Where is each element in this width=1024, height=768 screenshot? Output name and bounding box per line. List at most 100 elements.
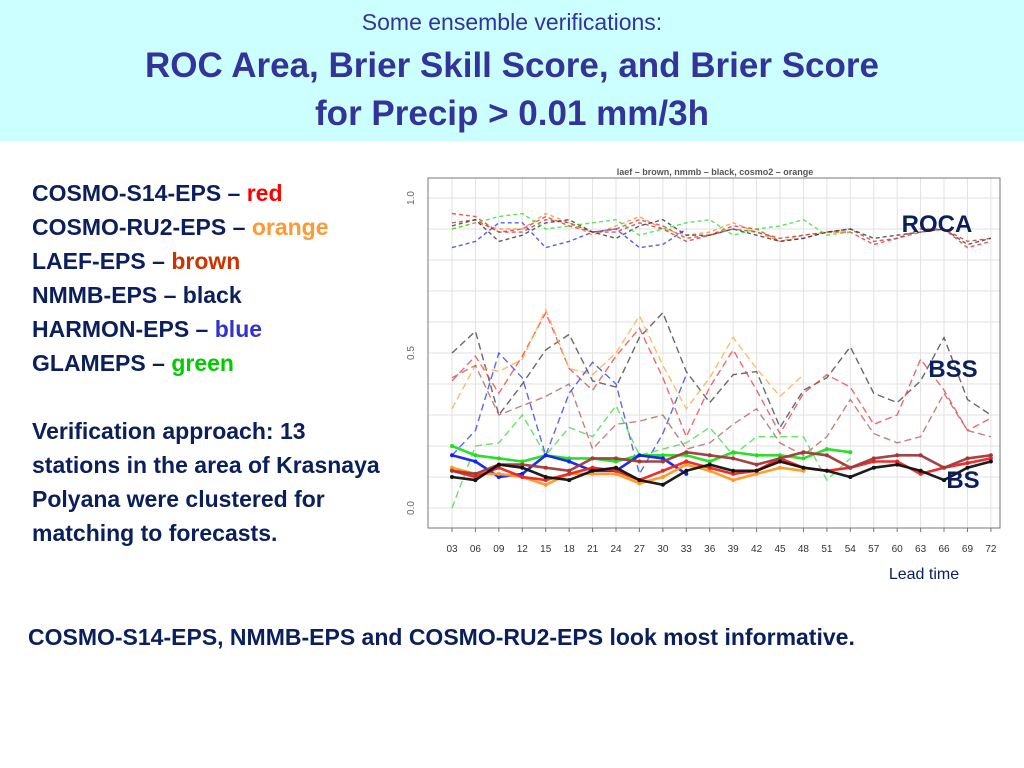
legend-model-name: NMMB-EPS – bbox=[32, 282, 183, 308]
data-point bbox=[473, 478, 478, 483]
legend-item: COSMO-S14-EPS – red bbox=[32, 176, 329, 210]
data-point bbox=[590, 471, 595, 476]
x-tick-label: 39 bbox=[728, 544, 740, 555]
x-tick-label: 51 bbox=[821, 544, 833, 555]
x-tick-label: 33 bbox=[681, 544, 693, 555]
slide-title-line2: for Precip > 0.01 mm/3h bbox=[315, 94, 709, 133]
data-point bbox=[871, 456, 876, 461]
data-point bbox=[871, 459, 876, 464]
data-point bbox=[590, 456, 595, 461]
data-point bbox=[637, 453, 642, 458]
series-line bbox=[451, 444, 851, 463]
data-point bbox=[707, 462, 712, 467]
data-point bbox=[801, 465, 806, 470]
y-tick-label: 1.0 bbox=[406, 191, 417, 205]
data-point bbox=[473, 453, 478, 458]
data-point bbox=[450, 468, 454, 473]
x-tick-label: 24 bbox=[610, 544, 622, 555]
data-point bbox=[520, 465, 525, 470]
legend-color-name: red bbox=[246, 180, 283, 206]
data-point bbox=[637, 459, 642, 464]
legend-model-name: COSMO-S14-EPS – bbox=[32, 180, 247, 206]
annotation-bss: BSS bbox=[928, 356, 977, 383]
data-point bbox=[707, 459, 712, 464]
data-point bbox=[450, 444, 454, 448]
data-point bbox=[473, 471, 478, 476]
data-point bbox=[801, 450, 806, 455]
data-point bbox=[520, 459, 525, 464]
data-point bbox=[918, 453, 923, 458]
legend-color-name: green bbox=[171, 350, 234, 376]
x-tick-label: 09 bbox=[493, 544, 505, 555]
x-tick-label: 42 bbox=[751, 544, 763, 555]
data-point bbox=[450, 475, 454, 479]
slide-subtitle: Some ensemble verifications: bbox=[361, 9, 663, 35]
data-point bbox=[684, 450, 689, 455]
legend-item: NMMB-EPS – black bbox=[32, 278, 329, 312]
data-point bbox=[988, 453, 993, 458]
data-point bbox=[684, 468, 689, 473]
data-point bbox=[614, 468, 619, 473]
data-point bbox=[942, 465, 947, 470]
data-point bbox=[824, 468, 829, 473]
data-point bbox=[965, 456, 970, 461]
data-point bbox=[567, 468, 572, 473]
x-tick-label: 45 bbox=[774, 544, 786, 555]
data-point bbox=[824, 453, 829, 458]
data-point bbox=[496, 456, 501, 461]
y-tick-label: 0.5 bbox=[406, 346, 417, 360]
data-point bbox=[660, 459, 665, 464]
legend-model-name: HARMON-EPS – bbox=[32, 316, 215, 342]
x-tick-label: 57 bbox=[868, 544, 880, 555]
data-point bbox=[918, 468, 923, 473]
legend-model-name: GLAMEPS – bbox=[32, 350, 172, 376]
data-point bbox=[473, 459, 478, 464]
data-point bbox=[895, 462, 900, 467]
x-tick-label: 03 bbox=[446, 544, 458, 555]
verification-approach-text: Verification approach: 13 stations in th… bbox=[32, 418, 380, 546]
title-bar: Some ensemble verifications: ROC Area, B… bbox=[0, 0, 1024, 141]
series-line bbox=[451, 404, 851, 509]
data-point bbox=[778, 465, 783, 470]
data-point bbox=[520, 471, 525, 476]
x-tick-label: 30 bbox=[657, 544, 669, 555]
x-tick-label: 48 bbox=[798, 544, 810, 555]
x-tick-label: 15 bbox=[540, 544, 552, 555]
x-tick-label: 66 bbox=[938, 544, 950, 555]
data-point bbox=[543, 453, 548, 458]
annotation-roca: ROCA bbox=[902, 211, 973, 238]
x-tick-label: 12 bbox=[517, 544, 529, 555]
annotation-bs: BS bbox=[946, 467, 979, 494]
legend-color-name: orange bbox=[251, 214, 329, 240]
data-point bbox=[918, 471, 923, 476]
data-point bbox=[543, 475, 548, 479]
slide-title-line1: ROC Area, Brier Skill Score, and Brier S… bbox=[145, 46, 879, 85]
data-point bbox=[895, 453, 900, 458]
data-point bbox=[450, 453, 454, 458]
data-point bbox=[778, 459, 783, 464]
data-point bbox=[496, 462, 501, 467]
data-point bbox=[520, 475, 525, 479]
data-point bbox=[684, 462, 689, 467]
legend-color-name: brown bbox=[171, 248, 241, 274]
x-tick-label: 69 bbox=[962, 544, 974, 555]
data-point bbox=[660, 475, 665, 479]
x-tick-label: 18 bbox=[564, 544, 576, 555]
data-point bbox=[614, 459, 619, 464]
legend-item: LAEF-EPS – brown bbox=[32, 244, 329, 278]
data-point bbox=[895, 459, 900, 464]
series-line bbox=[451, 463, 804, 487]
data-point bbox=[496, 471, 501, 476]
data-point bbox=[801, 468, 806, 473]
series-line bbox=[451, 460, 992, 487]
data-point bbox=[660, 482, 665, 487]
series-line bbox=[451, 212, 851, 236]
data-point bbox=[496, 475, 501, 479]
data-point bbox=[567, 459, 572, 464]
data-point bbox=[520, 462, 525, 467]
data-point bbox=[567, 471, 572, 476]
y-tick-label: 0.0 bbox=[406, 501, 417, 515]
data-point bbox=[731, 468, 736, 473]
legend-item: GLAMEPS – green bbox=[32, 346, 329, 380]
data-point bbox=[567, 478, 572, 483]
